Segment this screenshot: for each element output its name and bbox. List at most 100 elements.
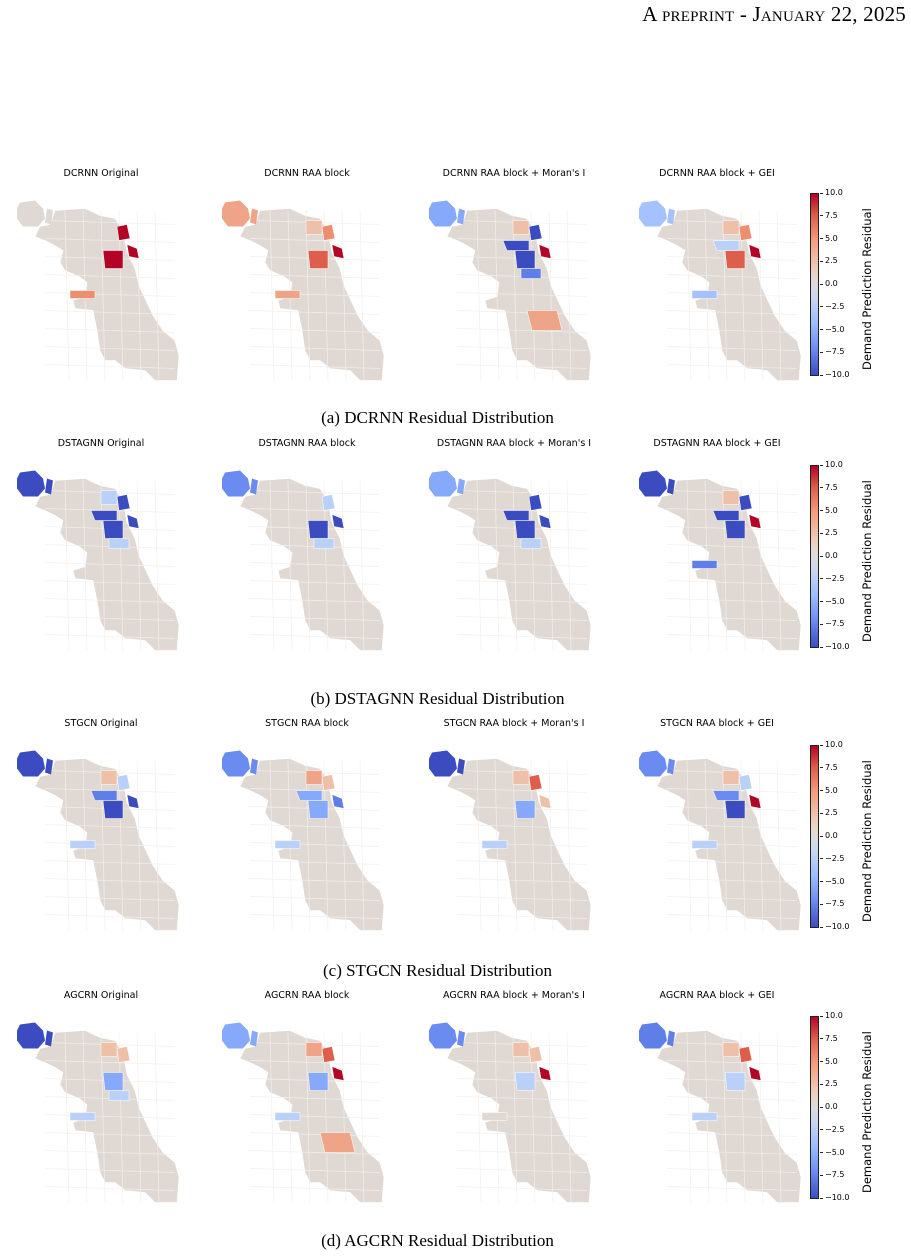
district-line — [512, 210, 518, 381]
region-north — [100, 770, 118, 785]
colorbar-tick-label: 0.0 — [820, 831, 838, 840]
colorbar-tick-label: 10.0 — [820, 188, 843, 197]
district-line — [136, 480, 142, 651]
district-line — [666, 346, 798, 351]
district-line — [44, 238, 176, 243]
district-line — [548, 210, 554, 381]
region-center — [102, 800, 124, 819]
panel-title: STGCN RAA block + GEI — [660, 718, 774, 729]
colorbar-tick-label: −10.0 — [820, 1193, 850, 1202]
colorbar-tick-label: −2.5 — [819, 1124, 845, 1134]
subfigure-caption: (d) AGCRN Residual Distribution — [321, 1231, 554, 1250]
colorbar-tick-label: 0.0 — [820, 551, 838, 560]
district-line — [566, 480, 572, 651]
colorbar-label: Demand Prediction Residual — [860, 208, 874, 370]
district-line — [359, 480, 365, 651]
region-center — [102, 1072, 124, 1091]
district-line — [269, 480, 275, 651]
district-line — [494, 210, 500, 381]
district-line — [100, 480, 106, 651]
colorbar-tick-label: 10.0 — [820, 1011, 843, 1020]
region-west2 — [712, 790, 740, 801]
district-line — [44, 634, 176, 639]
west-strip-region — [45, 208, 53, 225]
west-strip-region — [457, 478, 465, 495]
colorbar — [810, 1016, 819, 1199]
region-lake — [126, 244, 140, 259]
colorbar-tick-label: −2.5 — [819, 573, 845, 583]
west-strip-region — [667, 758, 675, 775]
district-line — [249, 1132, 381, 1137]
west-strip-region — [250, 758, 258, 775]
district-line — [249, 616, 381, 621]
region-north — [512, 1042, 530, 1057]
district-line — [456, 580, 588, 585]
district-line — [269, 760, 275, 931]
district-line — [64, 1032, 70, 1203]
west-strip-region — [667, 1030, 675, 1047]
colorbar-tick-label: −10.0 — [820, 370, 850, 379]
region-center — [514, 250, 536, 269]
region-west2 — [712, 510, 740, 521]
colorbar-tick-label: 7.5 — [820, 210, 838, 220]
district-line — [249, 580, 381, 585]
subfigure-caption: (b) DSTAGNN Residual Distribution — [310, 689, 565, 708]
region-center — [307, 1072, 329, 1091]
colorbar-label: Demand Prediction Residual — [860, 480, 874, 642]
ohare-region — [429, 470, 457, 497]
district-line — [456, 896, 588, 901]
colorbar-tick-label: 7.5 — [820, 762, 838, 772]
district-line — [44, 220, 176, 225]
ohare-region — [429, 750, 457, 777]
region-n1 — [116, 1046, 131, 1063]
ohare-region — [639, 200, 667, 227]
district-line — [758, 760, 764, 931]
district-line — [666, 860, 798, 865]
district-line — [456, 598, 588, 603]
region-center — [724, 800, 746, 819]
district-line — [269, 1032, 275, 1203]
panel-title: DSTAGNN RAA block + Moran's I — [436, 438, 592, 449]
district-line — [44, 328, 176, 333]
district-line — [44, 896, 176, 901]
district-line — [666, 328, 798, 333]
district-line — [305, 480, 311, 651]
district-line — [456, 1060, 588, 1065]
district-line — [44, 1168, 176, 1173]
colorbar-tick-label: −7.5 — [819, 899, 845, 909]
colorbar-tick-label: −7.5 — [819, 1170, 845, 1180]
region-n1 — [738, 494, 753, 511]
region-west2 — [295, 790, 323, 801]
residual-map — [17, 200, 180, 381]
region-west2 — [90, 790, 118, 801]
panel-title: STGCN RAA block — [265, 718, 349, 729]
district-line — [666, 634, 798, 639]
district-line — [341, 210, 347, 381]
district-line — [249, 1150, 381, 1155]
region-sw — [69, 1112, 96, 1121]
ohare-region — [222, 1022, 250, 1049]
region-center — [724, 1072, 746, 1091]
district-line — [666, 364, 798, 369]
district-line — [359, 210, 365, 381]
residual-map — [17, 470, 180, 651]
region-n1 — [528, 494, 543, 511]
panel-title: DSTAGNN RAA block — [258, 438, 356, 449]
colorbar-tick-label: 0.0 — [820, 279, 838, 288]
district-line — [456, 490, 588, 495]
region-sw — [274, 290, 301, 299]
colorbar-tick-label: 2.5 — [820, 808, 838, 818]
ohare-region — [17, 750, 45, 777]
district-line — [136, 760, 142, 931]
district-line — [44, 878, 176, 883]
region-center — [514, 800, 536, 819]
region-sw — [691, 840, 718, 849]
west-strip-region — [250, 1030, 258, 1047]
district-line — [686, 1032, 692, 1203]
region-center — [307, 250, 329, 269]
district-line — [249, 878, 381, 883]
residual-map — [639, 750, 802, 931]
district-line — [82, 480, 88, 651]
region-north — [722, 1042, 740, 1057]
district-line — [548, 1032, 554, 1203]
